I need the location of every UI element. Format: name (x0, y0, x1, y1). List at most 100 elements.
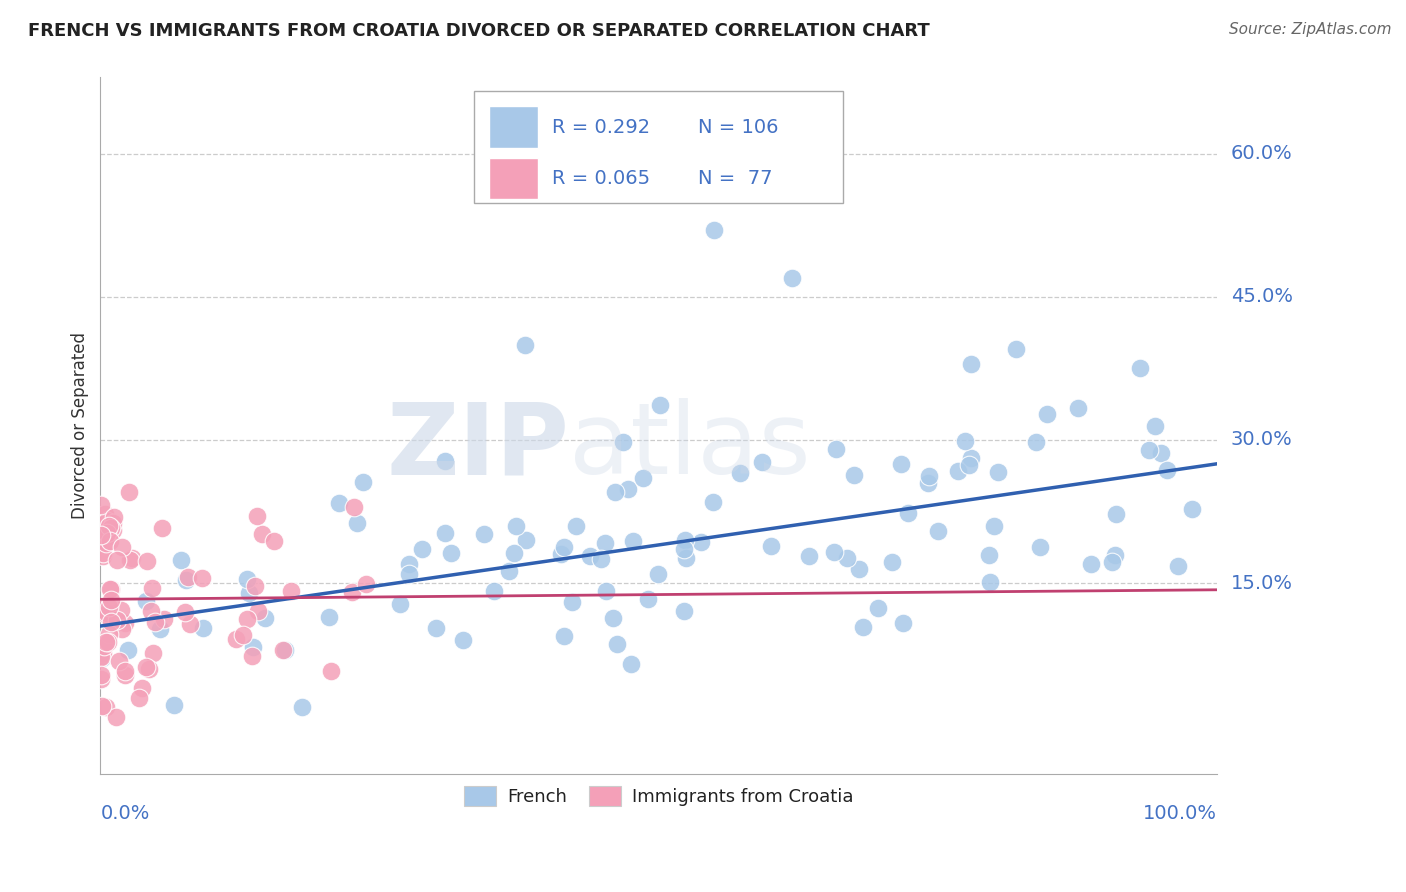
Point (253, 611, 276, 625)
Point (614, 175, 637, 189)
Point (553, 629, 575, 643)
Legend: French, Immigrants from Croatia: French, Immigrants from Croatia (457, 779, 860, 814)
Point (602, 611, 624, 625)
Point (271, 643, 294, 657)
Point (150, 521, 173, 535)
Point (100, 615, 122, 629)
Point (121, 551, 143, 566)
Point (620, 657, 643, 671)
Point (955, 434, 977, 449)
Point (782, 270, 804, 285)
Point (631, 471, 654, 485)
Point (434, 525, 457, 540)
Point (118, 553, 141, 567)
Point (866, 601, 889, 615)
Point (91, 650, 114, 665)
Point (987, 466, 1010, 480)
Point (108, 654, 131, 668)
Point (897, 507, 920, 521)
Point (114, 665, 136, 679)
Point (263, 534, 285, 549)
Point (578, 549, 600, 563)
Point (96, 634, 118, 648)
Point (1067, 401, 1090, 416)
Point (1156, 463, 1178, 477)
Point (128, 690, 150, 705)
Point (246, 509, 269, 524)
Point (411, 542, 433, 557)
Point (1101, 555, 1123, 569)
Point (637, 591, 659, 606)
Point (890, 458, 912, 472)
Point (135, 594, 157, 608)
Point (616, 482, 638, 496)
Point (960, 450, 983, 465)
Point (103, 510, 125, 524)
Point (174, 573, 197, 587)
Text: atlas: atlas (569, 398, 811, 495)
Point (141, 581, 163, 595)
Point (100, 521, 122, 535)
Text: N =  77: N = 77 (697, 169, 772, 188)
Point (842, 468, 865, 483)
Point (114, 615, 136, 630)
Point (105, 613, 128, 627)
Point (318, 610, 340, 624)
Point (191, 571, 214, 585)
Point (240, 649, 263, 664)
Point (104, 709, 127, 723)
Point (94, 508, 117, 522)
Point (98, 582, 121, 596)
Point (1137, 442, 1160, 457)
Point (247, 604, 270, 618)
Point (117, 643, 139, 657)
Point (675, 551, 697, 566)
Point (280, 584, 302, 599)
Point (340, 585, 363, 599)
Point (105, 553, 128, 567)
Point (94, 536, 117, 550)
Point (91, 549, 114, 563)
Text: 45.0%: 45.0% (1230, 287, 1292, 306)
Point (647, 567, 669, 582)
Point (100, 593, 122, 607)
Point (425, 621, 447, 635)
Point (138, 662, 160, 676)
Point (398, 566, 420, 581)
Point (321, 664, 343, 678)
Point (917, 469, 939, 483)
Point (550, 547, 572, 561)
Point (98, 627, 121, 641)
Text: 60.0%: 60.0% (1230, 145, 1292, 163)
Text: 0.0%: 0.0% (100, 805, 149, 823)
Point (702, 495, 724, 509)
Point (498, 565, 520, 579)
Point (97, 599, 120, 614)
Point (101, 516, 124, 530)
Point (110, 603, 132, 617)
Point (1028, 540, 1050, 554)
Point (434, 453, 457, 467)
Point (398, 557, 420, 571)
Point (153, 611, 176, 625)
Point (603, 484, 626, 499)
Point (565, 519, 588, 533)
Point (252, 526, 274, 541)
Point (848, 562, 870, 576)
Point (94, 700, 117, 714)
Point (505, 519, 527, 533)
Point (927, 524, 949, 538)
Point (960, 357, 983, 371)
Point (91, 646, 114, 660)
Point (502, 546, 524, 560)
Point (96, 526, 118, 541)
Point (589, 552, 612, 566)
Point (100, 534, 122, 549)
Point (346, 516, 368, 531)
Point (515, 533, 537, 547)
Point (553, 540, 575, 554)
Point (96, 514, 118, 528)
Point (917, 475, 939, 490)
Point (236, 612, 259, 626)
Point (135, 660, 157, 674)
